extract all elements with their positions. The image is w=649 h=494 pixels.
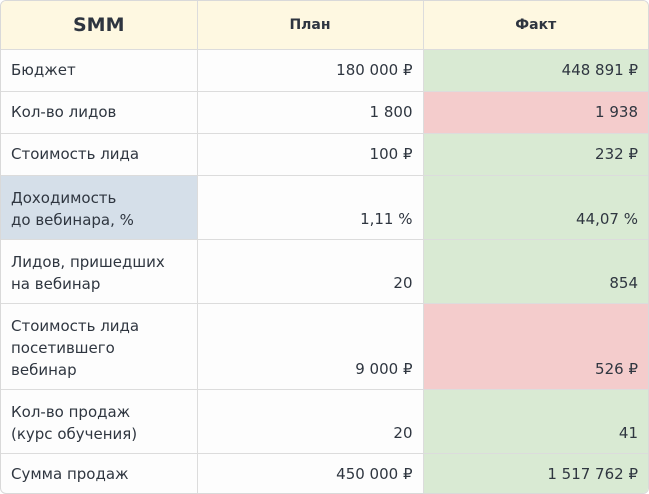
plan-cell: 450 000 ₽ bbox=[196, 452, 424, 493]
table-row-webinar-attendees: Лидов, пришедших на вебинар 20 854 bbox=[1, 238, 648, 304]
row-label: Стоимость лида посетившего вебинар bbox=[1, 302, 198, 390]
table-row-sales-count: Кол-во продаж (курс обучения) 20 41 bbox=[1, 388, 648, 454]
plan-cell: 1,11 % bbox=[196, 174, 424, 240]
row-label: Сумма продаж bbox=[1, 452, 198, 493]
row-label: Лидов, пришедших на вебинар bbox=[1, 238, 198, 304]
row-label: Бюджет bbox=[1, 48, 198, 92]
plan-cell: 100 ₽ bbox=[196, 132, 424, 176]
fact-cell: 1 517 762 ₽ bbox=[422, 452, 648, 493]
plan-cell: 1 800 bbox=[196, 90, 424, 134]
row-label: Кол-во лидов bbox=[1, 90, 198, 134]
plan-cell: 180 000 ₽ bbox=[196, 48, 424, 92]
fact-cell: 41 bbox=[422, 388, 648, 454]
table-title: SMM bbox=[1, 1, 198, 50]
table-row-budget: Бюджет 180 000 ₽ 448 891 ₽ bbox=[1, 48, 648, 92]
row-label: Доходимость до вебинара, % bbox=[1, 174, 198, 240]
fact-cell: 1 938 bbox=[422, 90, 648, 134]
row-label: Кол-во продаж (курс обучения) bbox=[1, 388, 198, 454]
plan-cell: 9 000 ₽ bbox=[196, 302, 424, 390]
table-row-leads-count: Кол-во лидов 1 800 1 938 bbox=[1, 90, 648, 134]
fact-cell: 44,07 % bbox=[422, 174, 648, 240]
fact-cell: 232 ₽ bbox=[422, 132, 648, 176]
table-row-webinar-conversion: Доходимость до вебинара, % 1,11 % 44,07 … bbox=[1, 174, 648, 240]
row-label: Стоимость лида bbox=[1, 132, 198, 176]
table-row-attendee-cost: Стоимость лида посетившего вебинар 9 000… bbox=[1, 302, 648, 390]
fact-cell: 526 ₽ bbox=[422, 302, 648, 390]
plan-cell: 20 bbox=[196, 238, 424, 304]
header-row: SMM План Факт bbox=[1, 1, 648, 50]
column-header-plan: План bbox=[196, 1, 424, 50]
table-row-sales-sum: Сумма продаж 450 000 ₽ 1 517 762 ₽ bbox=[1, 452, 648, 493]
column-header-fact: Факт bbox=[422, 1, 648, 50]
fact-cell: 854 bbox=[422, 238, 648, 304]
fact-cell: 448 891 ₽ bbox=[422, 48, 648, 92]
plan-cell: 20 bbox=[196, 388, 424, 454]
table-row-lead-cost: Стоимость лида 100 ₽ 232 ₽ bbox=[1, 132, 648, 176]
